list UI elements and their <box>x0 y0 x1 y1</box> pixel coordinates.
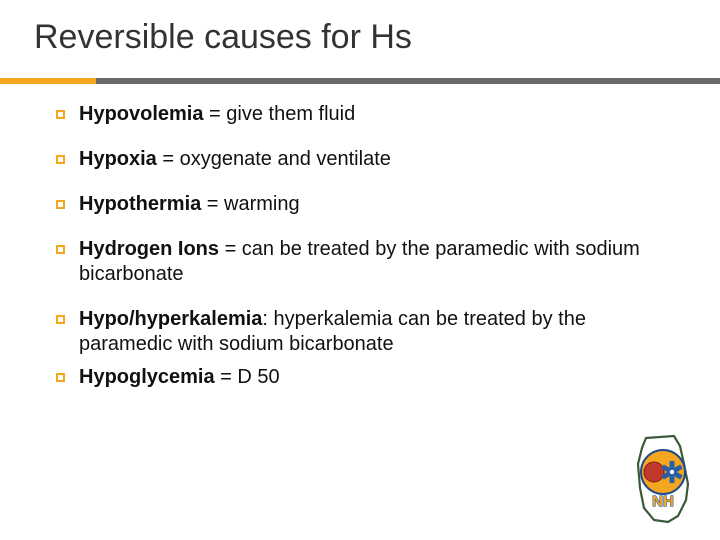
logo-nh-text: NH <box>652 493 674 510</box>
list-item-definition: = D 50 <box>215 366 280 388</box>
content-area: Hypovolemia = give them fluid Hypoxia = o… <box>56 102 680 410</box>
bullet-icon <box>56 110 65 119</box>
list-item-term: Hypoxia <box>79 148 157 170</box>
list-item: Hypo/hyperkalemia: hyperkalemia can be t… <box>56 307 680 357</box>
list-item-term: Hypo/hyperkalemia <box>79 308 262 330</box>
list-item-definition: = give them fluid <box>203 103 355 125</box>
list-item-definition: = warming <box>201 193 299 215</box>
list-item-text: Hypo/hyperkalemia: hyperkalemia can be t… <box>79 307 680 357</box>
list-item-term: Hypovolemia <box>79 103 203 125</box>
list-item-text: Hypovolemia = give them fluid <box>79 102 680 127</box>
list-item-definition: = oxygenate and ventilate <box>157 148 391 170</box>
list-item-text: Hypothermia = warming <box>79 192 680 217</box>
bullet-icon <box>56 200 65 209</box>
divider-rule <box>0 78 720 84</box>
list-item: Hypothermia = warming <box>56 192 680 217</box>
divider-rule-main <box>96 78 720 84</box>
slide: Reversible causes for Hs Hypovolemia = g… <box>0 0 720 540</box>
nh-ems-logo-icon: NH <box>624 434 702 526</box>
list-item: Hypoxia = oxygenate and ventilate <box>56 147 680 172</box>
slide-title: Reversible causes for Hs <box>34 18 720 57</box>
list-item: Hypoglycemia = D 50 <box>56 365 680 390</box>
bullet-icon <box>56 155 65 164</box>
divider-rule-accent <box>0 78 96 84</box>
list-item-term: Hydrogen Ions <box>79 238 219 260</box>
bullet-icon <box>56 315 65 324</box>
bullet-icon <box>56 373 65 382</box>
title-area: Reversible causes for Hs <box>0 0 720 57</box>
list-item-term: Hypoglycemia <box>79 366 215 388</box>
logo-seal-icon <box>644 462 664 482</box>
list-item-text: Hypoxia = oxygenate and ventilate <box>79 147 680 172</box>
list-item: Hydrogen Ions = can be treated by the pa… <box>56 237 680 287</box>
list-item-term: Hypothermia <box>79 193 201 215</box>
list-item-text: Hypoglycemia = D 50 <box>79 365 680 390</box>
bullet-icon <box>56 245 65 254</box>
list-item-text: Hydrogen Ions = can be treated by the pa… <box>79 237 680 287</box>
list-item: Hypovolemia = give them fluid <box>56 102 680 127</box>
